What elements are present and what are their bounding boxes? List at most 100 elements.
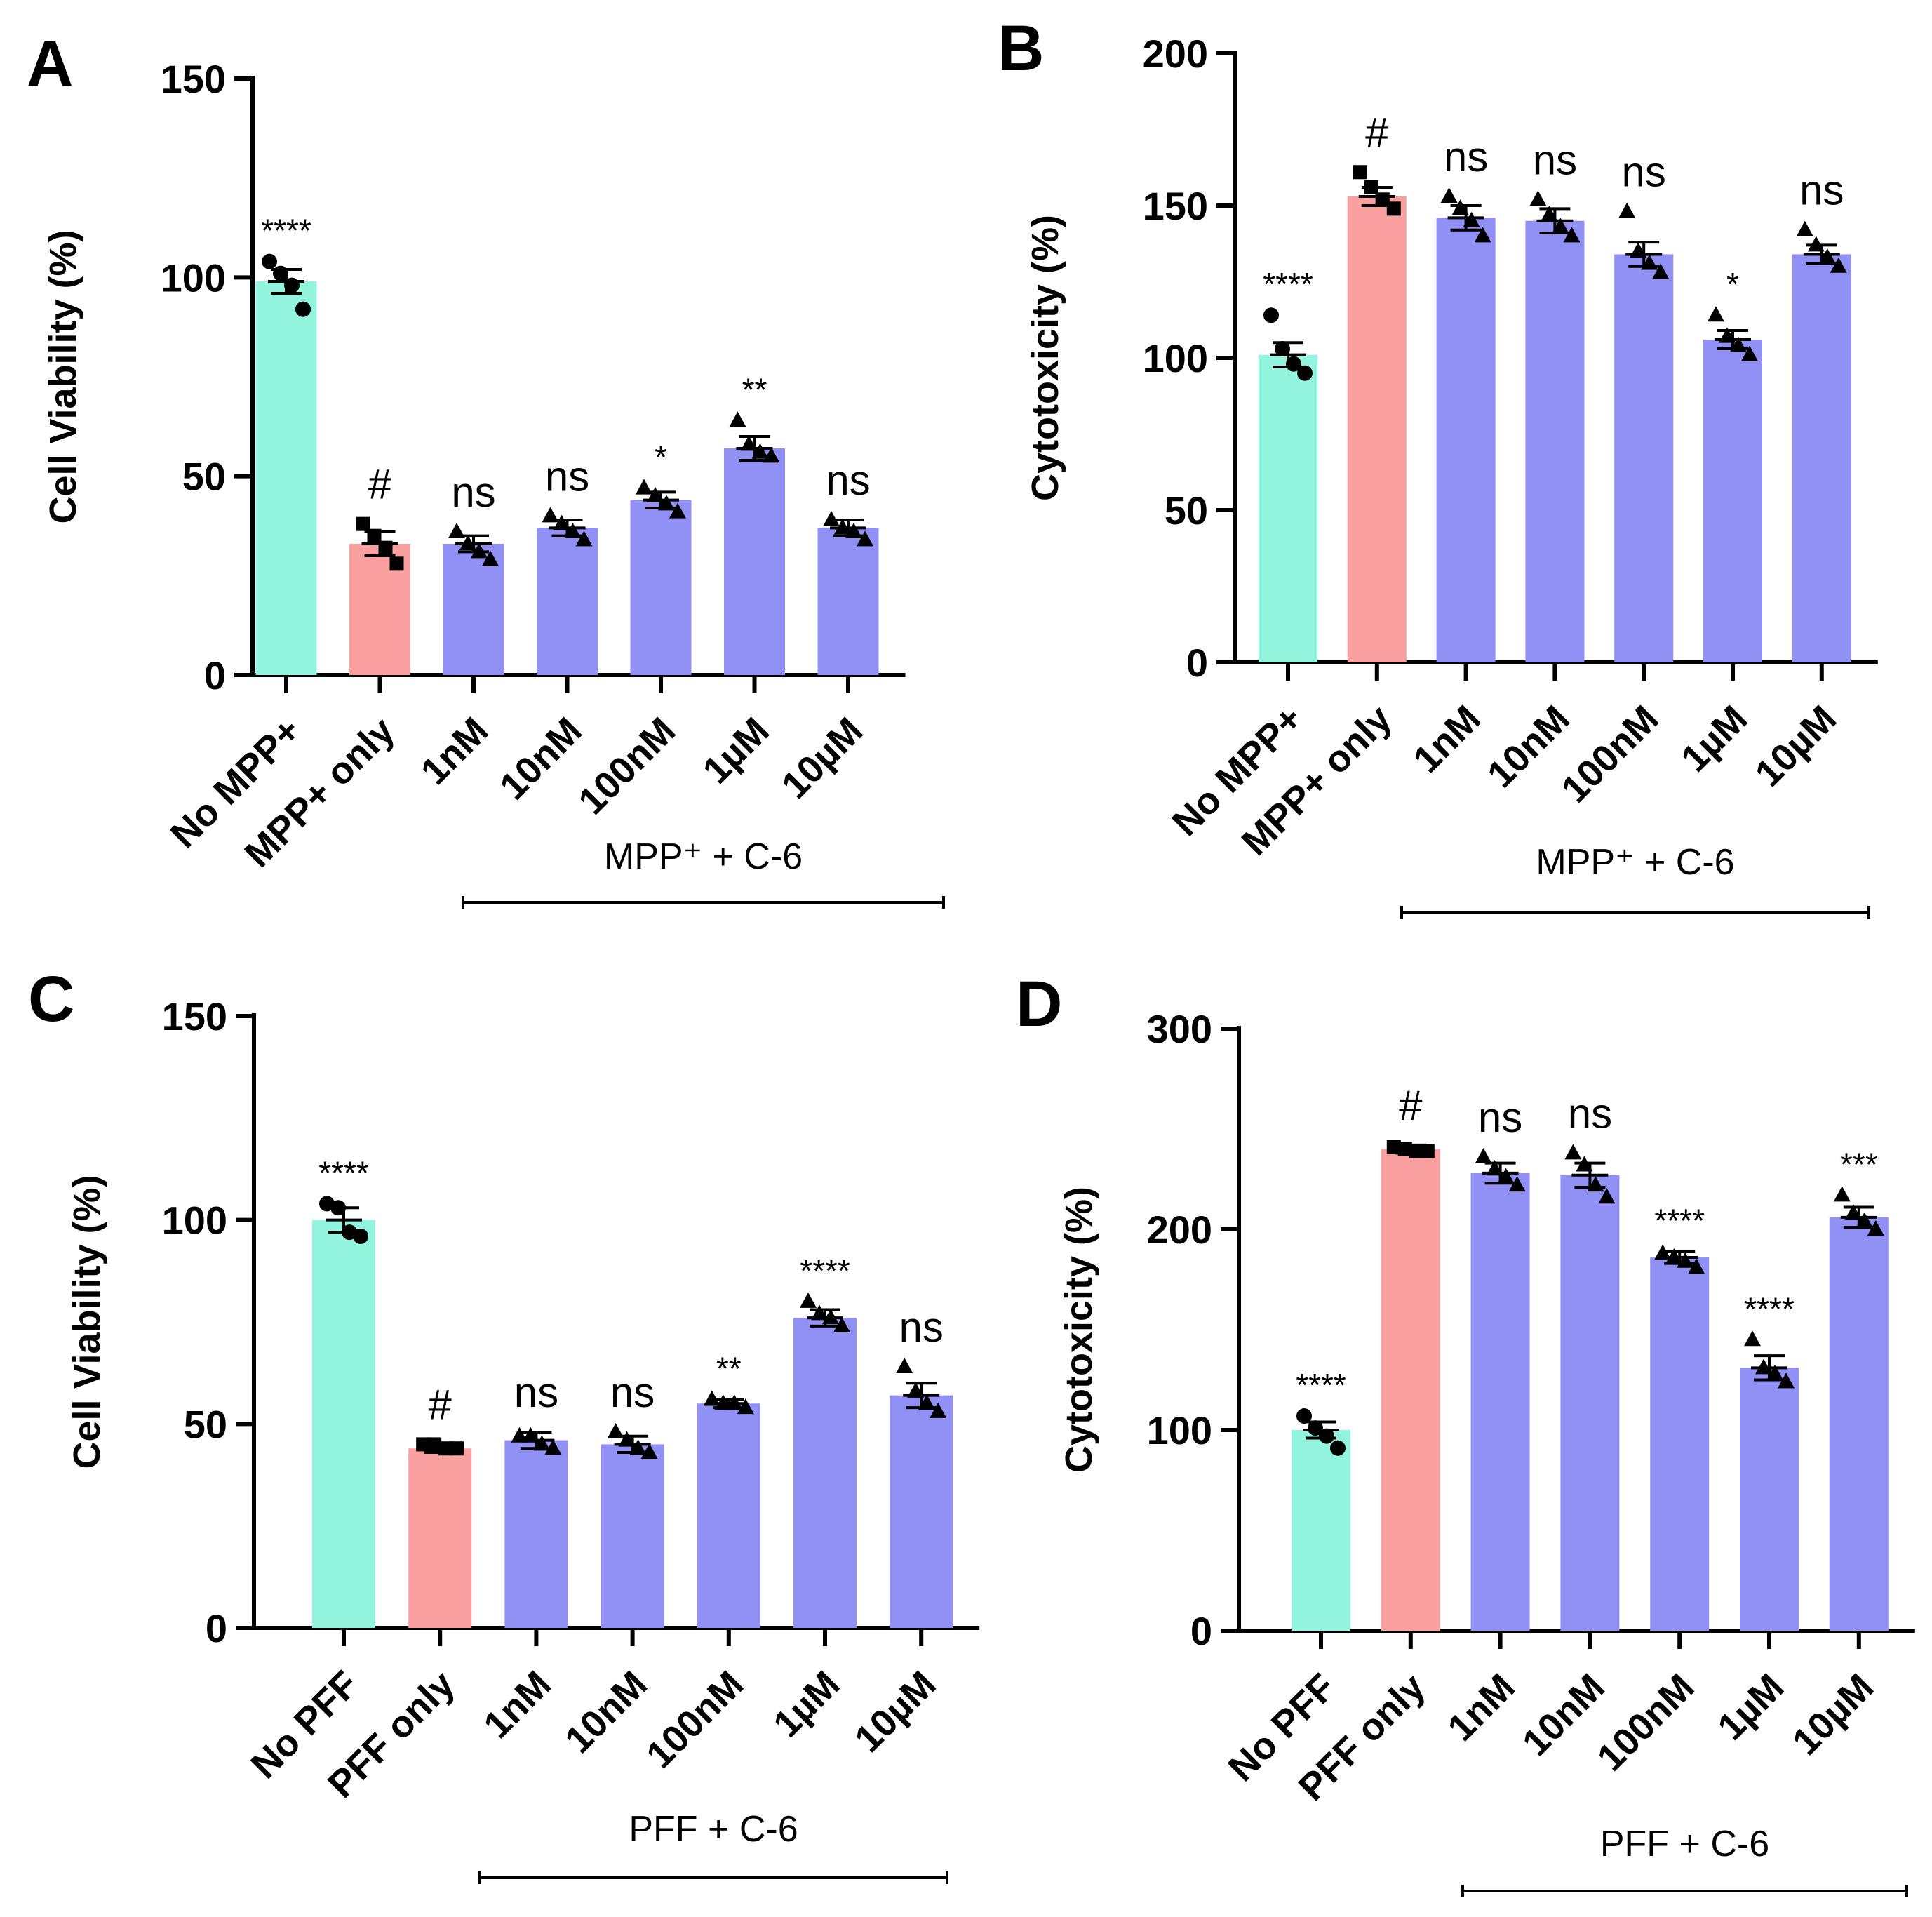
- data-point: [389, 556, 404, 571]
- data-point: [1719, 327, 1736, 343]
- x-category-label: 10µM: [1747, 697, 1845, 795]
- data-point: [1766, 1364, 1783, 1380]
- data-point: [918, 1394, 936, 1410]
- y-axis-label: Cytotoxicity (%): [1058, 1187, 1100, 1473]
- data-point: [273, 265, 288, 281]
- x-category-label: 1nM: [1405, 697, 1489, 781]
- y-axis-label: Cytotoxicity (%): [1024, 215, 1066, 501]
- data-point: [834, 519, 851, 535]
- bar: [1703, 339, 1762, 662]
- data-point: [1409, 1144, 1423, 1158]
- x-category-label: 100nM: [1553, 697, 1666, 810]
- bar: [630, 500, 692, 675]
- significance-label: ns: [514, 1369, 558, 1416]
- x-category-label: 1nM: [476, 1663, 559, 1746]
- significance-label: ****: [1744, 1290, 1795, 1327]
- bar: [537, 528, 598, 675]
- data-point: [1830, 257, 1847, 273]
- bar: [312, 1220, 375, 1628]
- data-point: [1665, 1248, 1683, 1264]
- data-point: [1475, 1148, 1492, 1164]
- data-point: [1297, 365, 1313, 381]
- data-point: [1263, 307, 1279, 323]
- significance-label: ns: [1622, 149, 1666, 196]
- data-point: [1598, 1188, 1616, 1204]
- significance-label: **: [742, 371, 767, 408]
- data-point: [800, 1292, 817, 1308]
- x-category-label: 1µM: [765, 1663, 847, 1745]
- data-point: [629, 1439, 647, 1455]
- bar: [601, 1444, 664, 1628]
- data-point: [1497, 1168, 1515, 1184]
- x-category-label: 100nM: [570, 709, 683, 822]
- data-point: [367, 528, 382, 543]
- significance-label: ns: [826, 457, 870, 504]
- data-point: [284, 277, 300, 293]
- data-point: [1576, 1156, 1593, 1172]
- data-point: [1386, 201, 1401, 216]
- data-point: [1677, 1252, 1694, 1268]
- bar: [1650, 1257, 1710, 1631]
- data-point: [1708, 306, 1724, 322]
- data-point: [896, 1357, 913, 1373]
- panel-label: A: [27, 28, 73, 100]
- significance-label: #: [429, 1381, 452, 1428]
- data-point: [1353, 165, 1367, 180]
- data-point: [330, 1200, 346, 1216]
- y-axis-label: Cell Viability (%): [66, 1175, 108, 1469]
- panel-label: D: [1016, 968, 1062, 1040]
- bar: [724, 448, 785, 675]
- y-tick-label: 150: [162, 994, 227, 1038]
- data-point: [416, 1437, 431, 1452]
- bar: [1436, 218, 1496, 662]
- significance-label: ns: [1799, 167, 1844, 214]
- x-category-label: 100nM: [638, 1663, 751, 1776]
- data-point: [378, 540, 393, 555]
- significance-label: *: [655, 439, 667, 476]
- bar: [1259, 354, 1317, 662]
- data-point: [1275, 340, 1290, 356]
- y-tick-label: 0: [1186, 641, 1208, 685]
- data-point: [1563, 227, 1581, 243]
- y-tick-label: 200: [1143, 32, 1208, 76]
- data-point: [1867, 1220, 1884, 1236]
- y-axis-label: Cell Viability (%): [42, 229, 84, 523]
- data-point: [542, 507, 559, 523]
- significance-label: ns: [1478, 1094, 1522, 1141]
- group-label: MPP⁺ + C-6: [604, 836, 803, 877]
- data-point: [1564, 1144, 1582, 1160]
- bar: [890, 1395, 953, 1628]
- y-tick-label: 100: [1147, 1408, 1212, 1452]
- data-point: [1818, 248, 1836, 264]
- significance-label: #: [1399, 1082, 1423, 1129]
- data-point: [1375, 192, 1390, 207]
- data-point: [459, 535, 476, 550]
- bar: [793, 1318, 857, 1628]
- significance-label: ns: [610, 1369, 655, 1416]
- data-point: [427, 1437, 442, 1452]
- data-point: [857, 530, 873, 547]
- bar: [817, 528, 879, 675]
- significance-label: #: [368, 461, 392, 508]
- group-label: PFF + C-6: [629, 1809, 798, 1850]
- significance-label: ns: [545, 453, 589, 500]
- bar: [408, 1448, 472, 1628]
- bar: [1292, 1430, 1350, 1631]
- data-point: [1652, 263, 1670, 279]
- data-point: [1552, 218, 1569, 234]
- data-point: [553, 514, 570, 530]
- data-point: [907, 1382, 925, 1398]
- y-tick-label: 50: [182, 455, 226, 499]
- group-label: MPP⁺ + C-6: [1536, 842, 1734, 883]
- significance-label: ****: [261, 213, 311, 249]
- data-point: [482, 550, 499, 566]
- y-tick-label: 100: [1143, 336, 1208, 380]
- data-point: [658, 495, 675, 511]
- y-tick-label: 100: [162, 1198, 227, 1243]
- y-tick-label: 0: [1190, 1609, 1212, 1653]
- bar: [255, 281, 317, 675]
- data-point: [1844, 1204, 1862, 1220]
- data-point: [353, 1228, 368, 1244]
